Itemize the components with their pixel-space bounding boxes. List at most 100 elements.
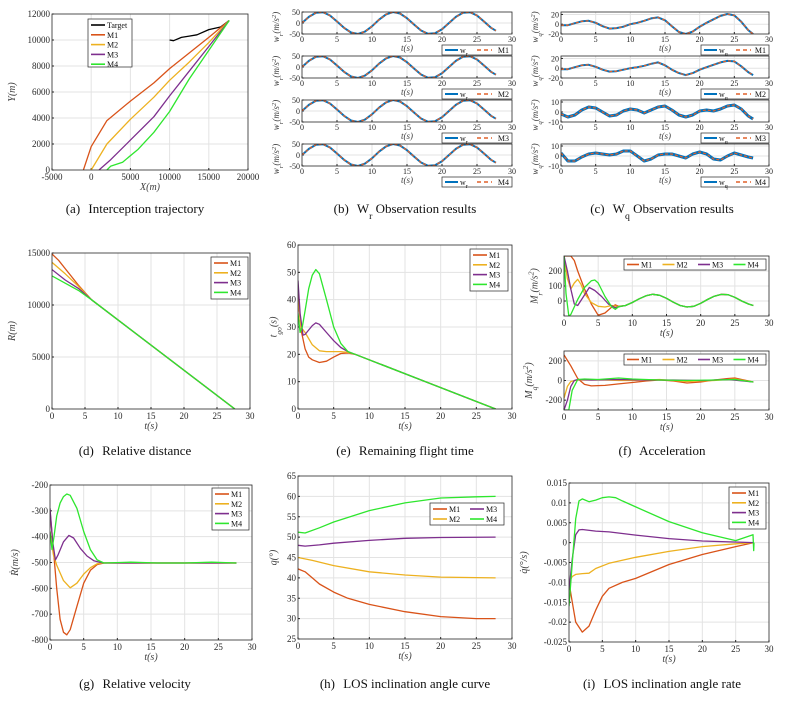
y-tick-label: -400 [32, 532, 49, 542]
x-tick-label: 25 [472, 641, 482, 651]
subscript: q [625, 211, 630, 222]
text-run: M2 [677, 261, 688, 270]
legend-label: M3 [489, 271, 500, 280]
text-run: M2 [755, 90, 766, 99]
axes-frame [301, 55, 513, 79]
text-run: (m/s [271, 106, 281, 122]
x-tick-label: 10000 [158, 172, 181, 182]
superscript: 2 [530, 58, 537, 62]
x-tick-label: 30 [248, 642, 258, 652]
series-line-M1 [82, 19, 230, 170]
x-tick-label: 30 [508, 641, 518, 651]
axes-frame [301, 99, 513, 123]
subscript: q [725, 184, 728, 190]
text-run: M1 [641, 356, 652, 365]
subscript: q [725, 96, 728, 102]
x-tick-label: 30 [765, 412, 775, 422]
superscript: 2 [271, 102, 278, 106]
x-tick-label: 15 [401, 641, 411, 651]
series-group [302, 12, 497, 34]
text-run: M4 [498, 178, 509, 187]
text-run: (m/s [271, 62, 281, 78]
text-run: t(s) [401, 131, 413, 141]
y-tick-label: -20 [548, 30, 559, 39]
y-axis-label: Ṙ(m/s) [9, 549, 21, 577]
text-run: t(s) [144, 421, 158, 432]
x-tick-label: 20 [438, 123, 446, 132]
text-run: ) [529, 268, 540, 273]
x-tick-label: 10 [368, 167, 376, 176]
text-run: M2 [748, 499, 759, 508]
y-tick-label: -500 [32, 558, 49, 568]
text-run: w [719, 178, 725, 187]
text-run: M1 [230, 259, 241, 268]
caption-label: (a) [66, 201, 80, 216]
y-tick-label: 50 [292, 52, 300, 61]
x-axis-label: t(s) [144, 421, 158, 432]
text-run: M1 [107, 31, 118, 40]
x-tick-label: 25 [730, 123, 738, 132]
panel-caption: (g) Relative velocity [79, 676, 191, 691]
text-run: t(s) [401, 87, 413, 97]
legend-label: M1 [231, 490, 242, 499]
y-axis-label: wq(m/s2) [530, 55, 544, 86]
x-tick-label: 20 [180, 411, 190, 421]
x-tick-label: 10 [626, 79, 634, 88]
y-tick-label: 0.015 [547, 478, 568, 488]
series-line-M1 [50, 510, 237, 636]
x-tick-label: 10 [113, 642, 123, 652]
caption-text: Remaining flight time [359, 443, 474, 458]
text-run: R(m) [7, 320, 18, 342]
y-tick-label: -0.01 [548, 577, 567, 587]
caption-text: Relative velocity [102, 676, 191, 691]
y-tick-label: 0.005 [547, 518, 568, 528]
text-run: ) [271, 144, 281, 148]
y-tick-label: 0 [555, 108, 559, 117]
x-tick-label: 5 [596, 318, 601, 328]
y-tick-label: -50 [289, 162, 300, 171]
x-axis-label: t(s) [398, 651, 412, 662]
x-tick-label: 25 [730, 35, 738, 44]
panel-caption: (e) Remaining flight time [336, 443, 474, 458]
axes-frame [560, 55, 770, 79]
x-axis-label: t(s) [401, 43, 413, 53]
legend: wr M1 [441, 44, 513, 58]
subscript: q [537, 77, 544, 81]
y-tick-label: 50 [292, 96, 300, 105]
series-group [52, 253, 236, 409]
text-run: M2 [230, 269, 241, 278]
axes-frame [301, 143, 513, 167]
x-tick-label: 0 [567, 644, 572, 654]
x-tick-label: 5 [83, 411, 88, 421]
text-run: w [530, 81, 540, 87]
superscript: 2 [526, 271, 535, 275]
text-run: M1 [498, 46, 509, 55]
panel-caption: (f) Acceleration [619, 443, 706, 458]
x-axis-label: t(s) [659, 87, 671, 97]
legend-label: M2 [107, 41, 118, 50]
x-tick-label: 5 [596, 412, 601, 422]
text-run: M4 [748, 356, 759, 365]
x-tick-label: 0 [562, 412, 567, 422]
y-tick-label: 10 [551, 142, 559, 151]
x-tick-label: 0 [89, 172, 94, 182]
x-tick-label: 20 [438, 167, 446, 176]
legend-label: M4 [489, 280, 500, 289]
legend-label: M1 [230, 259, 241, 268]
text-run: M3 [231, 510, 242, 519]
x-tick-label: 20 [696, 167, 704, 176]
y-tick-label: 50 [292, 8, 300, 17]
x-tick-label: 5 [594, 167, 598, 176]
y-tick-label: 20 [551, 54, 559, 63]
series-line-M4 [564, 377, 754, 410]
series-group [50, 493, 237, 636]
y-tick-label: 55 [287, 512, 297, 522]
series-line-M1 [561, 13, 754, 34]
superscript: 2 [271, 58, 278, 62]
text-run: Relative velocity [102, 676, 191, 691]
x-tick-label: 30 [765, 167, 773, 176]
